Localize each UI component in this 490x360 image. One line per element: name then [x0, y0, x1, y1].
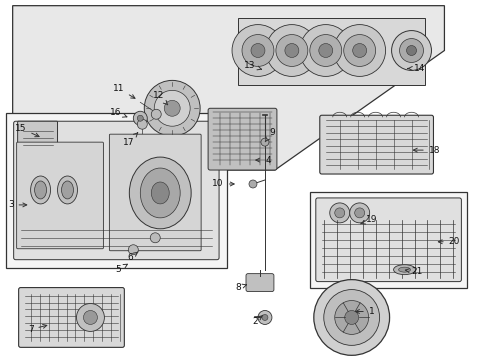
Circle shape: [232, 24, 284, 76]
Circle shape: [334, 24, 386, 76]
Circle shape: [355, 208, 365, 218]
Ellipse shape: [398, 267, 411, 272]
Ellipse shape: [151, 182, 169, 204]
FancyBboxPatch shape: [246, 274, 274, 292]
Text: 10: 10: [212, 180, 234, 189]
Circle shape: [392, 31, 432, 71]
Circle shape: [154, 90, 190, 126]
Circle shape: [261, 138, 269, 146]
Ellipse shape: [30, 176, 50, 204]
FancyBboxPatch shape: [19, 288, 124, 347]
Circle shape: [137, 115, 143, 121]
Circle shape: [345, 310, 359, 324]
Ellipse shape: [35, 181, 47, 199]
Circle shape: [133, 111, 147, 125]
Circle shape: [151, 109, 161, 119]
Circle shape: [353, 44, 367, 58]
Text: 1: 1: [356, 307, 374, 316]
Circle shape: [343, 35, 376, 67]
Text: 12: 12: [152, 91, 168, 105]
Ellipse shape: [57, 176, 77, 204]
Circle shape: [330, 203, 350, 223]
Bar: [6, 113, 227, 268]
Text: 8: 8: [235, 283, 246, 292]
Circle shape: [128, 245, 138, 255]
Circle shape: [76, 303, 104, 332]
Ellipse shape: [393, 265, 416, 275]
Circle shape: [407, 45, 416, 55]
FancyBboxPatch shape: [17, 142, 103, 249]
Text: 2: 2: [252, 315, 263, 326]
Text: 18: 18: [414, 145, 440, 154]
Circle shape: [150, 233, 160, 243]
Text: 9: 9: [265, 128, 275, 142]
Circle shape: [144, 80, 200, 136]
Circle shape: [242, 35, 274, 67]
Text: 14: 14: [408, 64, 425, 73]
Circle shape: [285, 44, 299, 58]
FancyBboxPatch shape: [109, 134, 201, 251]
Text: 21: 21: [405, 267, 423, 276]
Text: 6: 6: [127, 252, 138, 262]
FancyBboxPatch shape: [14, 121, 219, 260]
Polygon shape: [13, 6, 444, 170]
Circle shape: [276, 35, 308, 67]
Text: 4: 4: [256, 156, 271, 165]
Circle shape: [319, 44, 333, 58]
FancyBboxPatch shape: [208, 108, 277, 170]
Text: 5: 5: [116, 264, 127, 274]
Circle shape: [314, 280, 390, 355]
FancyBboxPatch shape: [320, 115, 434, 174]
Bar: [238, 18, 425, 85]
Bar: [310, 192, 467, 288]
Text: 17: 17: [122, 133, 138, 147]
Ellipse shape: [62, 181, 74, 199]
Text: 20: 20: [439, 237, 460, 246]
Circle shape: [251, 44, 265, 58]
Text: 7: 7: [28, 324, 47, 334]
Circle shape: [324, 289, 380, 345]
Circle shape: [164, 100, 180, 116]
Text: 13: 13: [244, 61, 262, 70]
Circle shape: [335, 208, 345, 218]
Circle shape: [249, 180, 257, 188]
Circle shape: [262, 315, 268, 320]
Circle shape: [258, 310, 272, 324]
Text: 19: 19: [361, 215, 377, 224]
FancyBboxPatch shape: [316, 198, 462, 282]
Circle shape: [335, 301, 368, 334]
Text: 11: 11: [113, 84, 135, 98]
Ellipse shape: [129, 157, 191, 229]
Text: 16: 16: [110, 108, 127, 117]
FancyBboxPatch shape: [18, 121, 57, 153]
Circle shape: [83, 310, 98, 324]
Circle shape: [266, 24, 318, 76]
Circle shape: [310, 35, 342, 67]
Circle shape: [350, 203, 369, 223]
Text: 15: 15: [15, 124, 39, 137]
Circle shape: [137, 119, 147, 129]
Text: 3: 3: [8, 201, 27, 210]
Circle shape: [399, 39, 423, 62]
Ellipse shape: [140, 168, 180, 218]
Circle shape: [300, 24, 352, 76]
